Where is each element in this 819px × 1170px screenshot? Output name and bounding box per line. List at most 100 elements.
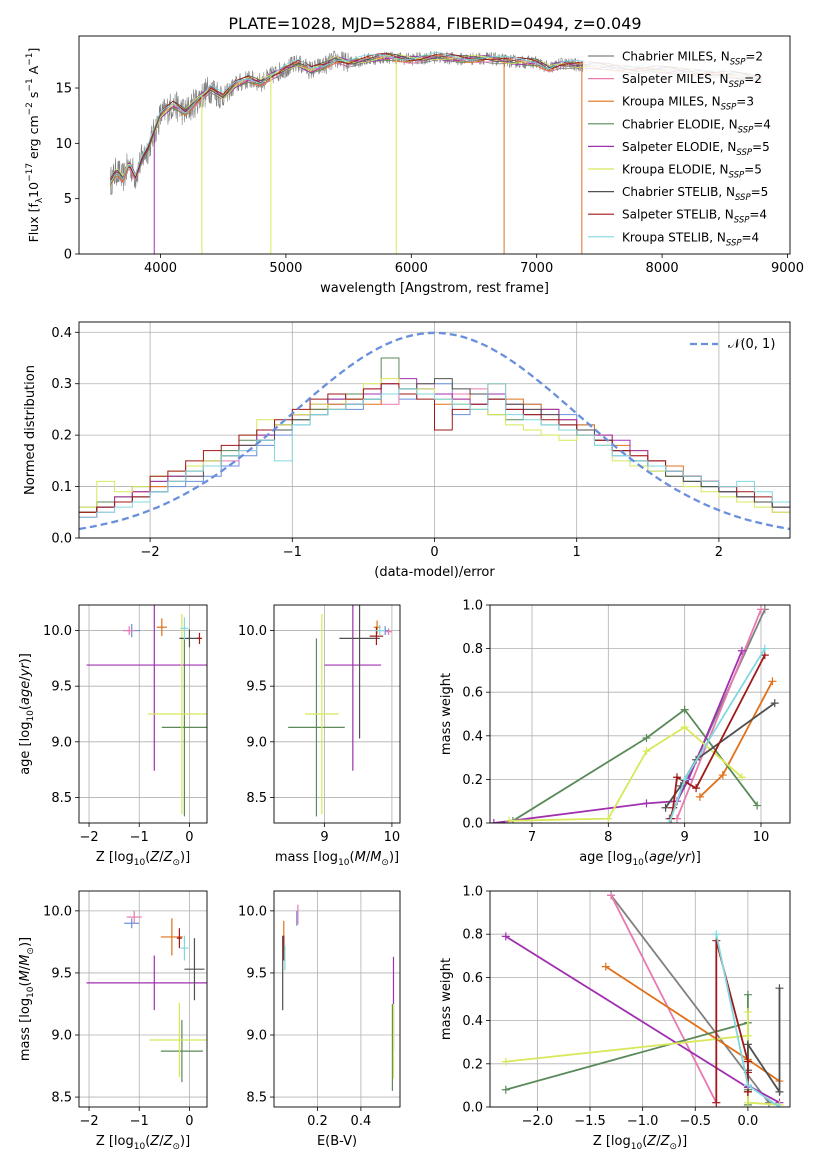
x-tick-label: 7000 (520, 261, 553, 276)
weight-marker (743, 1057, 752, 1066)
legend-label: Kroupa MILES, NSSP=3 (622, 95, 754, 113)
weight-marker (642, 733, 651, 742)
weight-marker (737, 773, 746, 782)
x-tick-label: −0.5 (679, 1114, 711, 1129)
axes-frame (273, 890, 401, 1108)
y-tick-label: 8.5 (51, 1091, 72, 1106)
weight-marker (501, 1057, 510, 1066)
age-weight-panel: 7 8 9 10 0.0 0.2 0.4 0.6 0.8 1.0 age [log10(age/yr… (439, 599, 791, 868)
y-axis-label: age [log10(age/yr)] (18, 653, 36, 775)
weight-marker (775, 984, 784, 993)
y-tick-label: 10 (55, 137, 72, 152)
residual-histogram (79, 383, 790, 518)
weight-marker (604, 814, 613, 823)
y-tick-label: 9.0 (51, 735, 72, 750)
errorbar-group (288, 605, 392, 817)
y-tick-label: 1.0 (462, 599, 483, 614)
weight-marker (768, 677, 777, 686)
y-tick-label: 0.6 (462, 686, 483, 701)
y-tick-label: 0.4 (51, 326, 72, 341)
errorbar-group (86, 910, 207, 1083)
y-tick-label: 1.0 (462, 885, 483, 900)
legend-label: Chabrier ELODIE, NSSP=4 (622, 117, 771, 135)
weight-marker (673, 773, 682, 782)
weight-series-line (610, 894, 770, 1104)
x-tick-label: 6000 (395, 261, 428, 276)
residuals-legend: 𝒩(0, 1) (690, 337, 775, 352)
x-tick-label: 0 (185, 1114, 193, 1129)
weight-marker (680, 775, 689, 784)
y-tick-label: 9.5 (51, 966, 72, 981)
weight-marker (743, 1081, 752, 1090)
x-axis-label: age [log10(age/yr)] (579, 850, 701, 868)
x-tick-label: 9 (320, 830, 328, 845)
weight-marker (601, 962, 610, 971)
y-tick-label: 10.0 (238, 624, 267, 639)
weight-marker (760, 644, 769, 653)
x-tick-label: −1 (130, 830, 149, 845)
legend-label: Chabrier STELIB, NSSP=5 (622, 185, 768, 203)
legend-label: Kroupa ELODIE, NSSP=5 (622, 163, 762, 181)
z-weight-panel: −2.0 −1.5 −1.0 −0.5 0.0 0.0 0.2 0.4 0.6 0.8 1.0 Z [… (439, 885, 791, 1152)
x-axis-label: (data-model)/error (374, 565, 495, 580)
legend-background (583, 44, 783, 248)
x-tick-label: −1 (130, 1114, 149, 1129)
x-tick-label: 4000 (144, 261, 177, 276)
weight-marker (501, 1085, 510, 1094)
axes-frame (78, 35, 791, 255)
weight-series-line (512, 708, 758, 822)
x-tick-label: 10 (753, 830, 770, 845)
x-tick-label: 2 (715, 545, 723, 560)
x-tick-label: 8 (604, 830, 612, 845)
y-tick-label: 0.0 (51, 532, 72, 547)
y-tick-label: 9.5 (246, 680, 267, 695)
x-tick-label: 0 (430, 545, 438, 560)
x-tick-label: 8000 (646, 261, 679, 276)
x-tick-label: −2 (79, 830, 98, 845)
y-axis-label: Normed distribution (23, 365, 38, 495)
gaussian-curve (79, 331, 790, 531)
weight-marker (712, 1098, 721, 1107)
weight-marker (680, 705, 689, 714)
axes-frame (489, 604, 791, 824)
y-tick-label: 9.0 (51, 1029, 72, 1044)
y-tick-label: 8.5 (51, 791, 72, 806)
x-tick-label: 0.4 (351, 1114, 372, 1129)
weight-marker (753, 801, 762, 810)
y-tick-label: 10.0 (238, 904, 267, 919)
y-tick-label: 0.3 (51, 377, 72, 392)
weight-marker (505, 816, 514, 823)
weight-marker (743, 1007, 752, 1016)
y-tick-label: 10.0 (43, 624, 72, 639)
y-tick-label: 8.5 (246, 1091, 267, 1106)
weight-marker (661, 803, 670, 812)
x-tick-label: −1 (283, 545, 302, 560)
y-axis-label: mass [log10(M/M⊙)] (18, 937, 36, 1061)
y-axis-label: Flux [fλ10−17 erg cm−2 s−1 A−1] (25, 48, 45, 243)
weight-marker (692, 784, 701, 793)
x-tick-label: −1.5 (574, 1114, 606, 1129)
x-tick-label: 9000 (771, 261, 804, 276)
residuals-panel: −2 −1 0 1 2 0.0 0.1 0.2 0.3 0.4 (data-model)/error… (23, 321, 791, 580)
x-axis-label: wavelength [Angstrom, rest frame] (320, 281, 549, 296)
weight-marker (743, 990, 752, 999)
x-tick-label: 0 (185, 830, 193, 845)
y-tick-label: 0.1 (51, 480, 72, 495)
weight-series-line (676, 609, 762, 819)
mass-age-panel: 9 10 8.5 9.0 9.5 10.0 mass [log10(M/M⊙)] (238, 604, 401, 868)
axes-frame (78, 604, 208, 824)
weight-marker (775, 1087, 784, 1096)
weight-lines (490, 605, 779, 823)
y-tick-label: 0.0 (462, 817, 483, 832)
weight-marker (743, 1040, 752, 1049)
x-tick-label: −2.0 (522, 1114, 554, 1129)
y-tick-label: 0.0 (462, 1101, 483, 1116)
x-tick-label: 5000 (269, 261, 302, 276)
weight-marker (490, 819, 498, 823)
weight-marker (718, 771, 727, 780)
legend-label: Salpeter MILES, NSSP=2 (622, 72, 762, 90)
weight-marker (665, 819, 674, 823)
x-tick-label: 7 (528, 830, 536, 845)
y-tick-label: 9.0 (246, 735, 267, 750)
figure-title: PLATE=1028, MJD=52884, FIBERID=0494, z=0… (228, 14, 641, 33)
